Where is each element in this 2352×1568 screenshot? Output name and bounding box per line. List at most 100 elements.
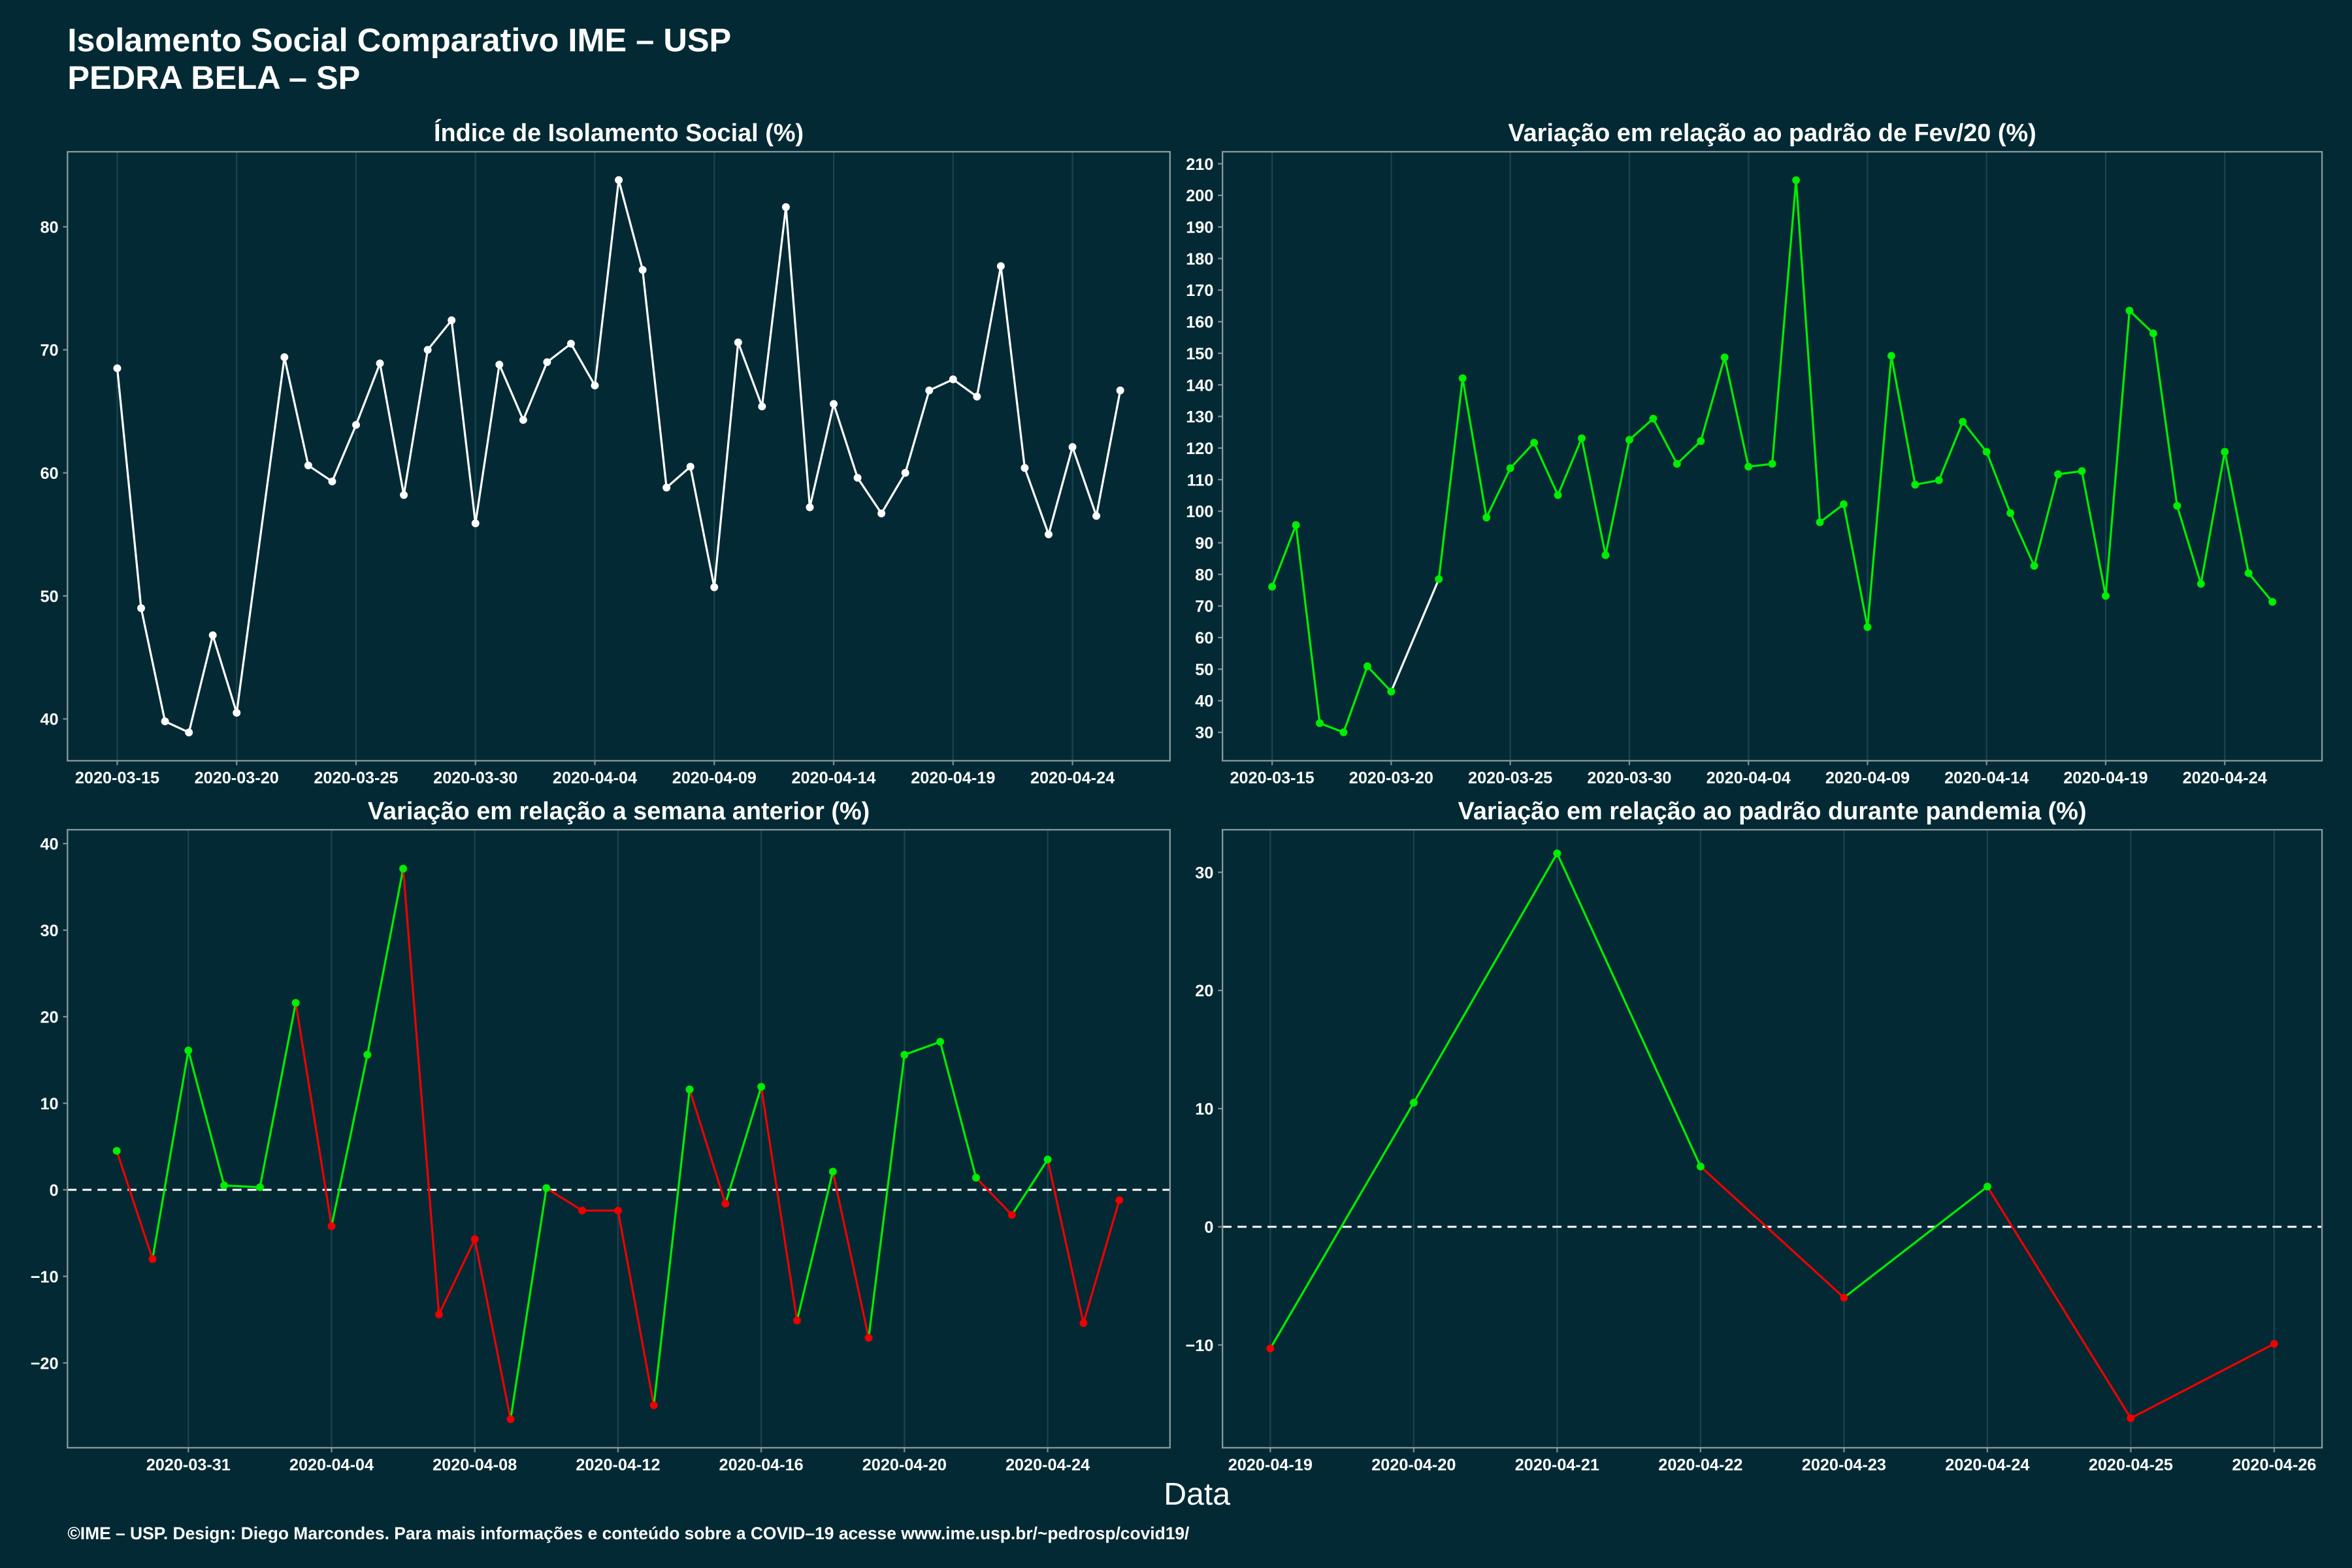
line-segment bbox=[939, 1041, 977, 1179]
point bbox=[1506, 464, 1514, 472]
point bbox=[1068, 443, 1077, 451]
point bbox=[1292, 521, 1300, 529]
point bbox=[1530, 438, 1539, 447]
point bbox=[864, 1333, 873, 1342]
line-segment bbox=[1485, 468, 1512, 518]
line-segment bbox=[1462, 378, 1488, 518]
line-segment bbox=[355, 363, 382, 425]
y-tick-label: 0 bbox=[1204, 1218, 1213, 1237]
point bbox=[591, 382, 599, 390]
line-segment bbox=[1676, 440, 1702, 465]
line-segment bbox=[1628, 417, 1654, 441]
line-segment bbox=[1985, 451, 2012, 514]
point bbox=[327, 1222, 336, 1230]
point bbox=[470, 1235, 479, 1243]
line-segment bbox=[474, 364, 500, 524]
point bbox=[1316, 719, 1324, 727]
line-segment bbox=[331, 424, 357, 482]
point bbox=[638, 266, 647, 274]
point bbox=[936, 1037, 945, 1046]
point bbox=[1649, 414, 1658, 423]
point bbox=[1911, 480, 1919, 489]
line-segment bbox=[427, 319, 453, 351]
line-segment bbox=[1557, 438, 1583, 496]
line-segment bbox=[235, 357, 286, 713]
line-segment bbox=[737, 342, 763, 407]
panel-title: Índice de Isolamento Social (%) bbox=[434, 118, 804, 147]
point bbox=[1435, 575, 1443, 583]
line-segment bbox=[188, 634, 214, 733]
line-segment bbox=[546, 342, 572, 363]
y-tick-label: 40 bbox=[40, 835, 58, 853]
line-segment bbox=[570, 343, 596, 386]
point bbox=[781, 203, 790, 211]
point bbox=[112, 1147, 121, 1155]
line-segment bbox=[2129, 310, 2154, 335]
y-tick-label: 0 bbox=[49, 1181, 58, 1200]
y-tick-label: −10 bbox=[31, 1268, 59, 1286]
point bbox=[1959, 417, 1967, 426]
line-segment bbox=[164, 720, 189, 734]
line-segment bbox=[1413, 853, 1558, 1103]
line-segment bbox=[1915, 479, 1940, 486]
line-segment bbox=[1843, 1185, 1988, 1299]
line-segment bbox=[402, 350, 429, 495]
x-tick-label: 2020-04-04 bbox=[553, 769, 637, 787]
point bbox=[137, 604, 145, 612]
line-segment bbox=[2223, 451, 2250, 574]
x-tick-label: 2020-04-20 bbox=[862, 1456, 947, 1474]
point bbox=[1863, 623, 1872, 631]
point bbox=[1043, 1155, 1052, 1164]
x-tick-label: 2020-03-20 bbox=[1349, 769, 1433, 787]
point bbox=[613, 1206, 622, 1215]
y-tick-label: 20 bbox=[40, 1008, 58, 1026]
x-tick-label: 2020-03-15 bbox=[75, 769, 159, 787]
x-tick-label: 2020-04-19 bbox=[2063, 769, 2148, 787]
line-segment bbox=[151, 1050, 189, 1260]
line-segment bbox=[1652, 418, 1678, 465]
panel-title: Variação em relação ao padrão durante pa… bbox=[1458, 798, 2087, 825]
x-tick-label: 2020-03-25 bbox=[1468, 769, 1552, 787]
x-tick-label: 2020-04-12 bbox=[576, 1456, 660, 1474]
y-tick-label: 80 bbox=[1195, 566, 1213, 584]
point bbox=[1601, 551, 1610, 559]
point bbox=[2054, 470, 2063, 478]
line-segment bbox=[796, 1171, 834, 1321]
point bbox=[615, 176, 623, 184]
point bbox=[1982, 448, 1991, 456]
point bbox=[543, 358, 551, 367]
y-tick-label: 90 bbox=[1195, 534, 1213, 553]
main-title: Isolamento Social Comparativo IME – USP bbox=[67, 21, 731, 58]
x-tick-label: 2020-04-09 bbox=[672, 769, 757, 787]
line-segment bbox=[2130, 1343, 2275, 1420]
point bbox=[1387, 687, 1396, 696]
x-tick-label: 2020-03-25 bbox=[314, 769, 398, 787]
y-tick-label: 40 bbox=[1195, 693, 1213, 711]
point bbox=[685, 1085, 694, 1094]
line-segment bbox=[880, 472, 907, 514]
point bbox=[2006, 509, 2015, 517]
x-tick-label: 2020-04-04 bbox=[289, 1456, 374, 1474]
plot-border bbox=[1222, 828, 2323, 1449]
point bbox=[1816, 518, 1824, 527]
x-tick-label: 2020-04-21 bbox=[1515, 1456, 1599, 1474]
line-segment bbox=[1699, 357, 1726, 442]
line-segment bbox=[1269, 1102, 1415, 1349]
line-segment bbox=[378, 363, 405, 495]
point bbox=[758, 402, 766, 411]
plot-border bbox=[67, 828, 1171, 1449]
line-segment bbox=[832, 1171, 870, 1339]
y-tick-label: 160 bbox=[1186, 314, 1213, 332]
x-tick-label: 2020-04-19 bbox=[1228, 1456, 1313, 1474]
x-tick-label: 2020-04-24 bbox=[1030, 769, 1115, 787]
line-segment bbox=[1319, 722, 1345, 734]
point bbox=[1554, 491, 1562, 499]
point bbox=[495, 361, 504, 369]
point bbox=[1792, 176, 1801, 184]
point bbox=[506, 1415, 515, 1424]
point bbox=[471, 519, 480, 527]
line-segment bbox=[1819, 503, 1844, 523]
x-tick-label: 2020-03-30 bbox=[1587, 769, 1671, 787]
x-tick-label: 2020-04-23 bbox=[1802, 1456, 1886, 1474]
